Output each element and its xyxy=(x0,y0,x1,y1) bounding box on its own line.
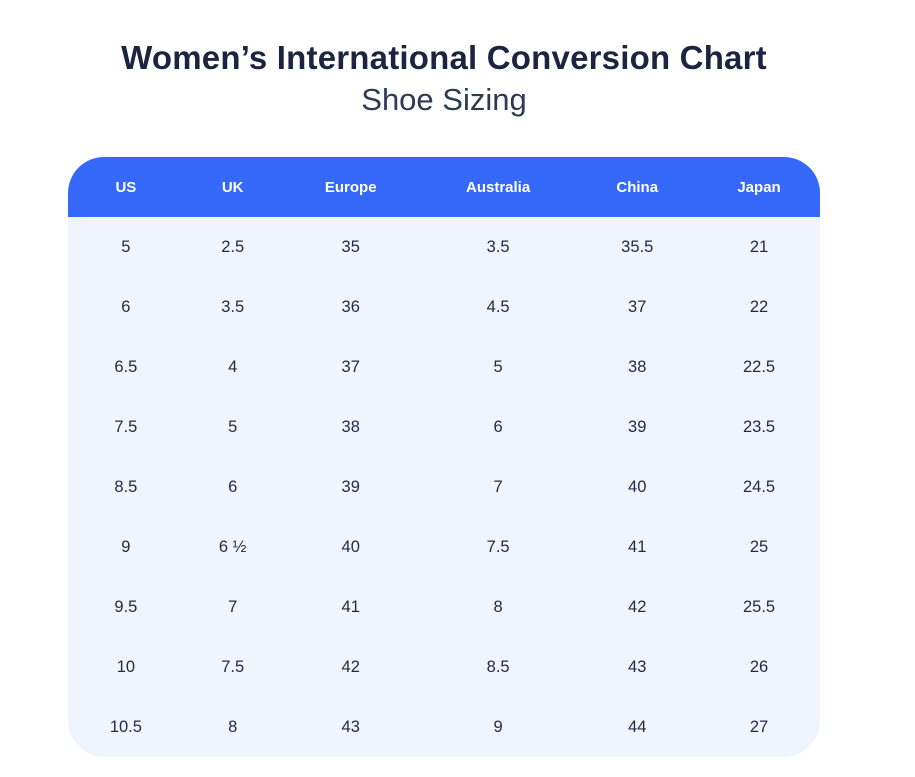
table-cell: 5 xyxy=(121,237,131,256)
table-row: 9 6 ½ 40 7.5 41 25 xyxy=(68,517,820,577)
table-cell: 27 xyxy=(749,717,769,736)
table-cell: 22.5 xyxy=(742,357,776,376)
table-cell: 8 xyxy=(493,597,503,616)
column-header-us: US xyxy=(115,178,137,196)
column-header-japan: Japan xyxy=(737,178,781,196)
table-row: 5 2.5 35 3.5 35.5 21 xyxy=(68,217,820,277)
page-title: Women’s International Conversion Chart xyxy=(121,39,767,76)
table-cell: 8.5 xyxy=(486,657,510,676)
table-cell: 8.5 xyxy=(114,477,138,496)
table-cell: 5 xyxy=(228,417,238,436)
table-cell: 41 xyxy=(628,537,647,556)
table-cell: 21 xyxy=(749,237,769,256)
table-cell: 40 xyxy=(341,537,360,556)
table-cell: 7 xyxy=(228,597,238,616)
table-cell: 25.5 xyxy=(742,597,776,616)
table-cell: 3.5 xyxy=(486,237,510,256)
table-cell: 10 xyxy=(116,657,136,676)
table-cell: 6 xyxy=(493,417,503,436)
content-container: Women’s International Conversion Chart S… xyxy=(68,36,820,757)
table-cell: 9 xyxy=(121,537,131,556)
table-cell: 6 ½ xyxy=(218,537,247,556)
column-header-europe: Europe xyxy=(324,178,377,196)
table-cell: 35.5 xyxy=(621,237,654,256)
table-row: 7.5 5 38 6 39 23.5 xyxy=(68,397,820,457)
table-row: 10 7.5 42 8.5 43 26 xyxy=(68,637,820,697)
conversion-table: US UK Europe Australia China Japan 5 2.5 35 3.5 3… xyxy=(68,157,820,757)
table-row: 8.5 6 39 7 40 24.5 xyxy=(68,457,820,517)
table-cell: 9 xyxy=(493,717,503,736)
table-cell: 39 xyxy=(628,417,647,436)
table-cell: 5 xyxy=(493,357,503,376)
table-cell: 43 xyxy=(628,657,647,676)
table-cell: 35 xyxy=(341,237,360,256)
table-cell: 36 xyxy=(341,297,360,316)
table-cell: 41 xyxy=(341,597,360,616)
column-header-china: China xyxy=(616,178,659,196)
table-row: 10.5 8 43 9 44 27 xyxy=(68,697,820,757)
column-header-australia: Australia xyxy=(466,178,531,196)
table-body: 5 2.5 35 3.5 35.5 21 6 3.5 36 4.5 37 22 6.5 4 37 5 38 22.… xyxy=(68,217,820,757)
table-header-row: US UK Europe Australia China Japan xyxy=(68,157,820,217)
table-cell: 24.5 xyxy=(742,477,776,496)
table-cell: 3.5 xyxy=(221,297,245,316)
table-cell: 10.5 xyxy=(109,717,142,736)
table-cell: 39 xyxy=(341,477,360,496)
table-cell: 26 xyxy=(749,657,769,676)
table-cell: 6 xyxy=(228,477,238,496)
table-cell: 7.5 xyxy=(486,537,510,556)
table-cell: 7 xyxy=(493,477,503,496)
table-row: 6.5 4 37 5 38 22.5 xyxy=(68,337,820,397)
table-cell: 25 xyxy=(749,537,769,556)
table-cell: 23.5 xyxy=(742,417,776,436)
table-row: 6 3.5 36 4.5 37 22 xyxy=(68,277,820,337)
page-subtitle: Shoe Sizing xyxy=(361,82,527,117)
table-cell: 42 xyxy=(341,657,360,676)
table-cell: 42 xyxy=(628,597,647,616)
table-cell: 6.5 xyxy=(114,357,138,376)
table-cell: 22 xyxy=(749,297,769,316)
table-cell: 9.5 xyxy=(114,597,138,616)
table-cell: 38 xyxy=(341,417,360,436)
table-cell: 43 xyxy=(341,717,360,736)
table-cell: 2.5 xyxy=(221,237,245,256)
table-row: 9.5 7 41 8 42 25.5 xyxy=(68,577,820,637)
table-cell: 8 xyxy=(228,717,238,736)
table-cell: 7.5 xyxy=(221,657,245,676)
table-cell: 6 xyxy=(121,297,131,316)
table-cell: 38 xyxy=(628,357,647,376)
table-cell: 4.5 xyxy=(486,297,510,316)
table-cell: 7.5 xyxy=(114,417,138,436)
table-cell: 37 xyxy=(341,357,360,376)
column-header-uk: UK xyxy=(221,178,244,196)
table-cell: 44 xyxy=(628,717,647,736)
table-cell: 40 xyxy=(628,477,647,496)
table-cell: 4 xyxy=(228,357,238,376)
table-cell: 37 xyxy=(628,297,647,316)
